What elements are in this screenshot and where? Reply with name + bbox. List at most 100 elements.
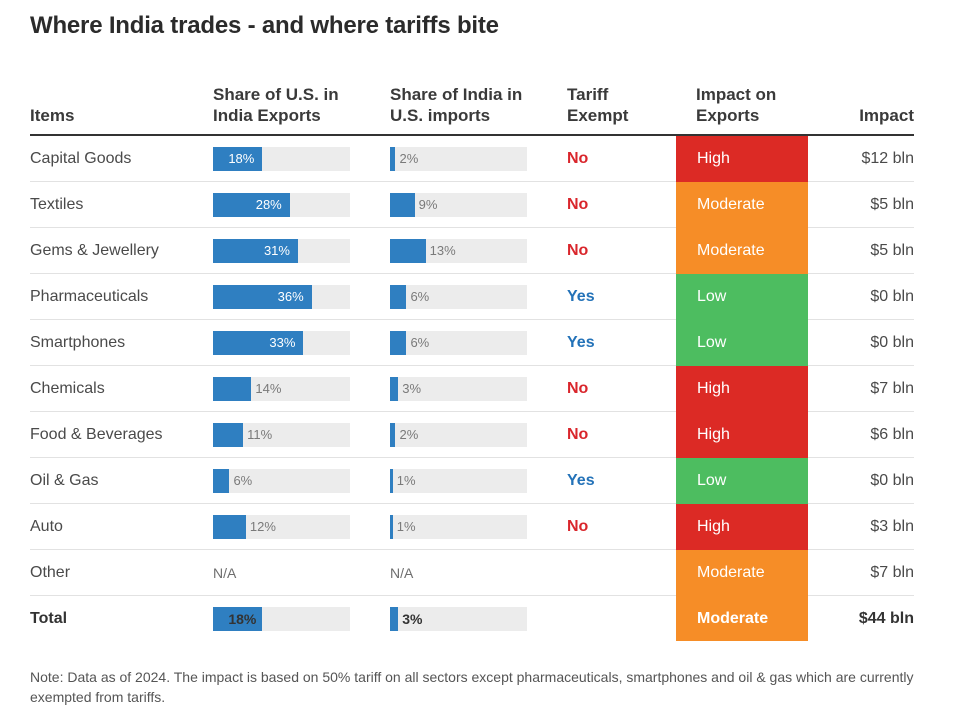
impact-amount: $7 bln (870, 563, 914, 581)
impact-amount: $5 bln (870, 195, 914, 213)
india-share-bar (390, 514, 393, 539)
tariff-exempt: No (567, 517, 589, 535)
table-row: Oil & Gas 6% 1% Yes Low $0 bln (30, 458, 914, 504)
us-share: 12% (213, 504, 350, 549)
india-share: 3% (390, 596, 527, 641)
item-name: Oil & Gas (30, 471, 99, 489)
us-share: N/A (213, 550, 350, 595)
table-row: Textiles 28% 9% No Moderate $5 bln (30, 182, 914, 228)
india-share: N/A (390, 550, 527, 595)
item-name: Total (30, 609, 68, 627)
india-share-value-label: 13% (429, 242, 456, 258)
item-name: Capital Goods (30, 149, 132, 167)
tariff-exempt: No (567, 149, 589, 167)
us-share-track: 28% (213, 192, 350, 217)
tariff-exempt: Yes (567, 333, 595, 351)
india-share-value-label: 3% (402, 380, 422, 396)
table-row: Food & Beverages 11% 2% No High $6 bln (30, 412, 914, 458)
impact-amount: $5 bln (870, 241, 914, 259)
us-share-bar (213, 376, 252, 401)
us-share: 31% (213, 228, 350, 273)
table-row: Smartphones 33% 6% Yes Low $0 bln (30, 320, 914, 366)
india-share: 13% (390, 228, 527, 273)
us-share-label: N/A (213, 564, 237, 581)
us-share-bar (213, 238, 298, 263)
india-share-value-label: 9% (418, 196, 438, 212)
us-share-track: 18% (213, 146, 350, 171)
impact-level-badge: High (676, 412, 808, 458)
impact-amount: $7 bln (870, 379, 914, 397)
us-share-value-label: 18% (228, 150, 255, 166)
item-name: Other (30, 563, 71, 581)
impact-amount: $44 bln (858, 609, 914, 627)
us-share-value-label: 6% (233, 472, 253, 488)
impact-level-badge: Moderate (676, 228, 808, 274)
us-share-track: 36% (213, 284, 350, 309)
header-us-share: Share of U.S. in India Exports (213, 85, 339, 125)
table-header: Items Share of U.S. in India Exports Sha… (30, 82, 914, 136)
chart-title: Where India trades - and where tariffs b… (30, 12, 499, 39)
us-share-track: 18% (213, 606, 350, 631)
us-share-bar (213, 422, 244, 447)
table-row: Auto 12% 1% No High $3 bln (30, 504, 914, 550)
india-share-bar (390, 330, 407, 355)
footnote: Note: Data as of 2024. The impact is bas… (30, 669, 914, 705)
header-items: Items (30, 106, 75, 125)
item-name: Textiles (30, 195, 84, 213)
us-share: 18% (213, 136, 350, 181)
india-share-value-label: 3% (402, 610, 423, 627)
impact-amount: $0 bln (870, 471, 914, 489)
india-share-track: 9% (390, 192, 527, 217)
us-share: 14% (213, 366, 350, 411)
us-share-bar (213, 330, 304, 355)
tariff-exempt: No (567, 195, 589, 213)
impact-amount: $0 bln (870, 287, 914, 305)
header-impact: Impact (859, 106, 914, 125)
table-row: Total 18% 3% Moderate $44 bln (30, 596, 914, 641)
us-share-bar (213, 468, 230, 493)
india-share-bar (390, 376, 399, 401)
tariff-exempt: Yes (567, 287, 595, 305)
item-name: Auto (30, 517, 63, 535)
item-name: Smartphones (30, 333, 126, 351)
impact-level-badge: Low (676, 458, 808, 504)
us-share-track: 12% (213, 514, 350, 539)
india-share-track: 2% (390, 146, 527, 171)
item-name: Pharmaceuticals (30, 287, 149, 305)
us-share-value-label: 18% (228, 610, 257, 627)
us-share-bar (213, 146, 263, 171)
impact-level-badge: High (676, 504, 808, 550)
item-name: Gems & Jewellery (30, 241, 159, 259)
header-impact-on-exports: Impact on Exports (696, 85, 777, 125)
us-share-track: 11% (213, 422, 350, 447)
impact-level-badge: Low (676, 274, 808, 320)
india-share: 2% (390, 412, 527, 457)
us-share: 11% (213, 412, 350, 457)
item-name: Chemicals (30, 379, 105, 397)
india-share-bar (390, 192, 415, 217)
us-share-value-label: 33% (269, 334, 296, 350)
india-share-value-label: 2% (399, 150, 419, 166)
us-share-bar (213, 192, 290, 217)
us-share-bar (213, 606, 263, 631)
impact-amount: $3 bln (870, 517, 914, 535)
table-body: Capital Goods 18% 2% No High $12 bln Textiles 2… (30, 136, 914, 641)
india-share-value-label: 1% (396, 472, 416, 488)
us-share-track: 33% (213, 330, 350, 355)
india-share-track: 2% (390, 422, 527, 447)
header-tariff-exempt: Tariff Exempt (567, 85, 629, 125)
table-row: Other N/A N/A Moderate $7 bln (30, 550, 914, 596)
us-share: 33% (213, 320, 350, 365)
impact-level-badge: High (676, 366, 808, 412)
tariff-exempt: Yes (567, 471, 595, 489)
us-share: 18% (213, 596, 350, 641)
india-share-bar (390, 606, 399, 631)
india-share: 3% (390, 366, 527, 411)
us-share-value-label: 28% (255, 196, 282, 212)
india-share-track: 3% (390, 376, 527, 401)
india-share-value-label: 2% (399, 426, 419, 442)
india-share-label: N/A (390, 564, 414, 581)
tariff-exempt: No (567, 241, 589, 259)
us-share: 36% (213, 274, 350, 319)
india-share-bar (390, 146, 396, 171)
